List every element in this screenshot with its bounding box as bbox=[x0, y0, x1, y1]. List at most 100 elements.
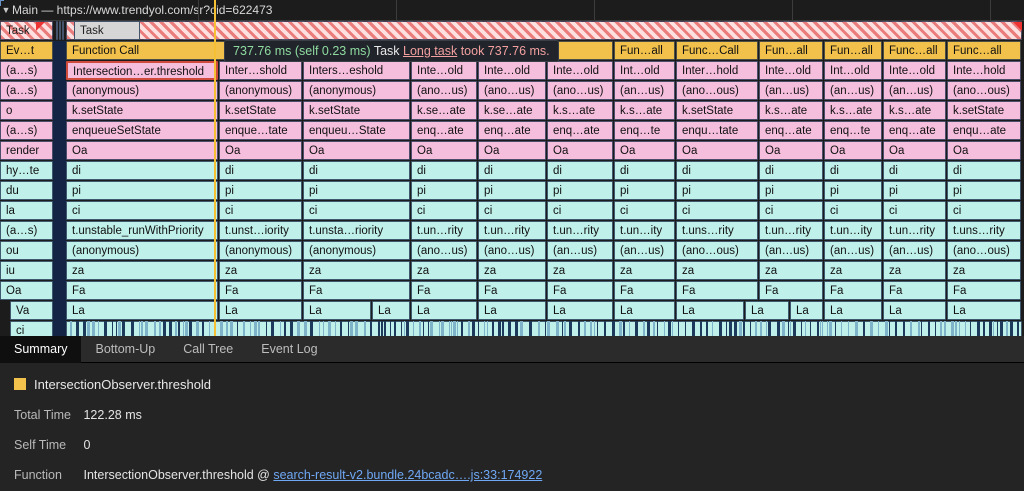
flame-block[interactable]: La bbox=[372, 301, 410, 320]
flame-block[interactable]: Inte…old bbox=[883, 61, 946, 80]
flame-block[interactable]: Fa bbox=[883, 281, 946, 300]
flame-block[interactable]: (ano…us) bbox=[547, 81, 613, 100]
flame-block-label-column[interactable]: (a…s) bbox=[0, 81, 53, 100]
flame-block[interactable]: La bbox=[547, 301, 613, 320]
flame-block[interactable]: Int…old bbox=[824, 61, 882, 80]
flame-block[interactable]: pi bbox=[759, 181, 823, 200]
flame-block[interactable]: Fa bbox=[411, 281, 477, 300]
flame-block[interactable]: (an…us) bbox=[614, 81, 675, 100]
flame-block[interactable]: di bbox=[411, 161, 477, 180]
flame-block[interactable]: pi bbox=[411, 181, 477, 200]
flame-block[interactable]: di bbox=[676, 161, 758, 180]
flame-block[interactable]: Fa bbox=[303, 281, 410, 300]
flame-block[interactable]: za bbox=[614, 261, 675, 280]
flame-block-label-column[interactable]: Ev…t bbox=[0, 41, 53, 60]
flame-block[interactable]: di bbox=[759, 161, 823, 180]
flame-block[interactable]: pi bbox=[219, 181, 302, 200]
flame-block[interactable]: t.un…rity bbox=[547, 221, 613, 240]
flame-block[interactable]: (an…us) bbox=[883, 81, 946, 100]
flame-block[interactable]: La bbox=[411, 301, 477, 320]
flame-chart[interactable]: ▼ Main — https://www.trendyol.com/sr?cid=… bbox=[0, 0, 1024, 336]
flame-block[interactable]: ci bbox=[947, 201, 1021, 220]
flame-block[interactable]: (ano…ous) bbox=[947, 241, 1021, 260]
flame-block[interactable]: ci bbox=[824, 201, 882, 220]
flame-block[interactable]: (an…us) bbox=[824, 81, 882, 100]
flame-block[interactable]: Fa bbox=[614, 281, 675, 300]
flame-block[interactable]: di bbox=[303, 161, 410, 180]
flame-block[interactable]: (an…us) bbox=[824, 241, 882, 260]
flame-block[interactable]: Inte…hold bbox=[947, 61, 1021, 80]
flame-block[interactable]: Fa bbox=[478, 281, 546, 300]
flame-block[interactable]: Func…Call bbox=[676, 41, 758, 60]
flame-block[interactable]: (an…us) bbox=[883, 241, 946, 260]
flame-block[interactable]: di bbox=[478, 161, 546, 180]
flame-block[interactable]: t.unstable_runWithPriority bbox=[66, 221, 218, 240]
flame-row[interactable]: (a…s) (anonymous) (anonymous) (anonymous) (a… bbox=[0, 81, 1024, 101]
flame-block[interactable]: (an…us) bbox=[759, 241, 823, 260]
flame-block[interactable]: (ano…ous) bbox=[676, 81, 758, 100]
flame-block[interactable]: k.s…ate bbox=[547, 101, 613, 120]
flame-block[interactable]: (anonymous) bbox=[219, 241, 302, 260]
flame-block[interactable]: Inte…old bbox=[411, 61, 477, 80]
flame-block[interactable]: t.uns…rity bbox=[676, 221, 758, 240]
flame-block[interactable]: ci bbox=[676, 201, 758, 220]
flame-block[interactable]: t.un…rity bbox=[883, 221, 946, 240]
flame-row[interactable]: ci bbox=[0, 321, 1024, 336]
flame-block-label-column[interactable]: (a…s) bbox=[0, 121, 53, 140]
flame-block[interactable]: pi bbox=[824, 181, 882, 200]
flame-row[interactable]: (a…s) enqueueSetState enque…tate enqueu…Sta… bbox=[0, 121, 1024, 141]
flame-block[interactable]: Oa bbox=[883, 141, 946, 160]
flame-block[interactable]: k.s…ate bbox=[614, 101, 675, 120]
flame-block[interactable]: t.uns…rity bbox=[947, 221, 1021, 240]
flame-block[interactable]: Oa bbox=[676, 141, 758, 160]
flame-block[interactable]: enq…ate bbox=[883, 121, 946, 140]
timeline-cursor[interactable] bbox=[214, 0, 216, 336]
tab-bottom-up[interactable]: Bottom-Up bbox=[95, 342, 156, 356]
flame-block[interactable]: pi bbox=[478, 181, 546, 200]
flame-block[interactable]: Fa bbox=[676, 281, 758, 300]
flame-block[interactable]: ci bbox=[883, 201, 946, 220]
flame-block[interactable]: k.s…ate bbox=[824, 101, 882, 120]
flame-rows[interactable]: Task Task Ev…t Function Call Fun…all Func…Cal… bbox=[0, 21, 1024, 336]
flame-block[interactable]: ci bbox=[411, 201, 477, 220]
flame-block[interactable]: (anonymous) bbox=[303, 81, 410, 100]
flame-block[interactable]: enqueu…State bbox=[303, 121, 410, 140]
flame-row[interactable]: Va La La La La La La La La La La La La La La bbox=[0, 301, 1024, 321]
flame-block-label-column[interactable]: ou bbox=[0, 241, 53, 260]
flame-block[interactable]: pi bbox=[66, 181, 218, 200]
flame-block-label-column[interactable]: hy…te bbox=[0, 161, 53, 180]
flame-block[interactable]: za bbox=[219, 261, 302, 280]
flame-block[interactable]: La bbox=[745, 301, 789, 320]
flame-block[interactable]: di bbox=[824, 161, 882, 180]
flame-block[interactable]: t.unsta…riority bbox=[303, 221, 410, 240]
flame-block[interactable]: enq…te bbox=[614, 121, 675, 140]
flame-block[interactable]: t.un…ity bbox=[824, 221, 882, 240]
flame-block-label-column[interactable]: Va bbox=[10, 301, 53, 320]
flame-block[interactable]: pi bbox=[883, 181, 946, 200]
flame-block[interactable]: Fa bbox=[947, 281, 1021, 300]
flame-row[interactable]: ou (anonymous) (anonymous) (anonymous) (ano…… bbox=[0, 241, 1024, 261]
flame-block[interactable]: Fun…all bbox=[614, 41, 675, 60]
flame-block[interactable]: k.setState bbox=[676, 101, 758, 120]
flame-block[interactable]: Inters…eshold bbox=[303, 61, 410, 80]
tooltip-long-task-link[interactable]: Long task bbox=[403, 44, 458, 58]
flame-block[interactable]: Inter…shold bbox=[219, 61, 302, 80]
flame-block[interactable]: La bbox=[824, 301, 882, 320]
flame-block[interactable]: di bbox=[547, 161, 613, 180]
flame-row[interactable]: Oa Fa Fa Fa Fa Fa Fa Fa Fa Fa Fa Fa Fa bbox=[0, 281, 1024, 301]
flame-block[interactable]: ci bbox=[759, 201, 823, 220]
flame-block[interactable]: t.un…rity bbox=[478, 221, 546, 240]
flame-block[interactable]: pi bbox=[614, 181, 675, 200]
flame-block[interactable]: (an…us) bbox=[614, 241, 675, 260]
flame-block-label-column[interactable]: (a…s) bbox=[0, 61, 53, 80]
flame-block[interactable]: Oa bbox=[66, 141, 218, 160]
flame-block-label-column[interactable]: iu bbox=[0, 261, 53, 280]
flame-block[interactable]: enq…te bbox=[824, 121, 882, 140]
flame-block-label-column[interactable]: du bbox=[0, 181, 53, 200]
flame-block[interactable]: t.unst…iority bbox=[219, 221, 302, 240]
flame-block[interactable]: Fa bbox=[759, 281, 823, 300]
flame-block[interactable]: za bbox=[66, 261, 218, 280]
flame-block-label-column[interactable]: Oa bbox=[0, 281, 53, 300]
flame-block[interactable]: enque…tate bbox=[219, 121, 302, 140]
flame-block[interactable]: La bbox=[478, 301, 546, 320]
